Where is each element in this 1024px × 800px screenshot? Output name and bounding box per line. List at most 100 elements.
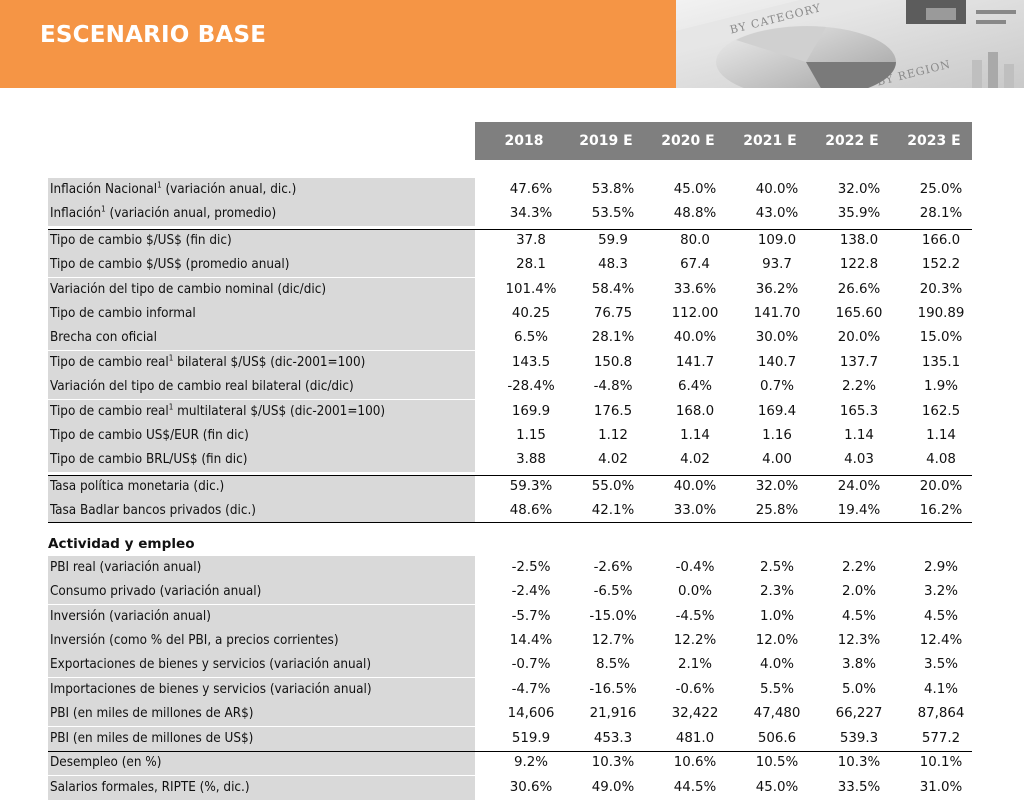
table-cell: 67.4 <box>680 257 710 272</box>
table-cell: 8.5% <box>595 657 631 672</box>
table-cell: 0.0% <box>677 584 713 599</box>
table-cell: 28.1% <box>591 330 635 345</box>
table-cell: 45.0% <box>673 182 717 197</box>
row-label: Salarios formales, RIPTE (%, dic.) <box>48 776 475 800</box>
table-cell: 45.0% <box>755 780 799 795</box>
table-cell: 55.0% <box>591 479 635 494</box>
table-cell: 24.0% <box>837 479 881 494</box>
table-row: Importaciones de bienes y servicios (var… <box>48 678 972 702</box>
table-cell: -6.5% <box>593 584 633 599</box>
table-cell: -28.4% <box>507 379 555 394</box>
table-cell: 14,606 <box>507 706 555 721</box>
row-label: Inversión (variación anual) <box>48 605 475 629</box>
table-cell: 1.0% <box>759 609 795 624</box>
table-cell: 40.25 <box>511 306 551 321</box>
row-label-text: Inversión (variación anual) <box>50 609 211 624</box>
table-cell: 122.8 <box>839 257 879 272</box>
table-cell: 162.5 <box>921 404 961 419</box>
table-row: Tipo de cambio $/US$ (fin dic) 37.8 59.9 80… <box>48 229 972 253</box>
table-cell: 40.0% <box>673 330 717 345</box>
row-label-text: Variación del tipo de cambio real bilate… <box>50 379 354 394</box>
table-cell: 20.3% <box>919 282 963 297</box>
row-label: Importaciones de bienes y servicios (var… <box>48 678 475 702</box>
row-label: Tipo de cambio real1 bilateral $/US$ (di… <box>48 351 475 375</box>
row-label: Brecha con oficial <box>48 326 475 350</box>
table-cell: 135.1 <box>921 355 961 370</box>
table-cell: 190.89 <box>917 306 965 321</box>
table-cell: 35.9% <box>837 206 881 221</box>
table-cell: 1.9% <box>923 379 959 394</box>
table-cell: 577.2 <box>921 731 961 746</box>
table-cell: 10.5% <box>755 755 799 770</box>
row-label-text: Tipo de cambio US$/EUR (fin dic) <box>50 428 249 443</box>
row-divider <box>48 229 972 230</box>
table-row: PBI (en miles de millones de US$) 519.9 45… <box>48 727 972 751</box>
table-cell: 4.00 <box>762 452 792 467</box>
row-label-text: Desempleo (en %) <box>50 755 162 770</box>
table-cell: 20.0% <box>919 479 963 494</box>
table-cell: 33.5% <box>837 780 881 795</box>
table-cell: 20.0% <box>837 330 881 345</box>
table-row: Inflación1 (variación anual, promedio) 34… <box>48 202 972 226</box>
row-label: Consumo privado (variación anual) <box>48 580 475 604</box>
table-cell: 112.00 <box>671 306 719 321</box>
row-divider <box>48 522 972 523</box>
table-cell: 453.3 <box>593 731 633 746</box>
table-cell: 59.9 <box>598 233 628 248</box>
table-cell: 87,864 <box>917 706 965 721</box>
row-label: PBI (en miles de millones de AR$) <box>48 702 475 726</box>
table-cell: 2.1% <box>677 657 713 672</box>
table-header: 2018 2019 E 2020 E 2021 E 2022 E 2023 E <box>475 122 972 160</box>
row-label: Inversión (como % del PBI, a precios cor… <box>48 629 475 653</box>
table-cell: 4.5% <box>841 609 877 624</box>
table-cell: 3.8% <box>841 657 877 672</box>
table-cell: 141.7 <box>675 355 715 370</box>
table-cell: 43.0% <box>755 206 799 221</box>
table-cell: 2.9% <box>923 560 959 575</box>
table-cell: 26.6% <box>837 282 881 297</box>
table-cell: 12.0% <box>755 633 799 648</box>
table-cell: 10.3% <box>591 755 635 770</box>
header-year: 2018 <box>504 133 544 149</box>
table-cell: 93.7 <box>762 257 792 272</box>
table-cell: 19.4% <box>837 503 881 518</box>
table-cell: 169.4 <box>757 404 797 419</box>
table-cell: 2.3% <box>759 584 795 599</box>
table-cell: 76.75 <box>593 306 633 321</box>
row-label-text: Tasa política monetaria (dic.) <box>50 479 225 494</box>
row-label-suffix: bilateral $/US$ (dic-2001=100) <box>173 355 366 370</box>
row-label-text: PBI (en miles de millones de US$) <box>50 731 254 746</box>
table-cell: 48.8% <box>673 206 717 221</box>
table-cell: 4.02 <box>680 452 710 467</box>
table-cell: 34.3% <box>509 206 553 221</box>
row-label: Tasa Badlar bancos privados (dic.) <box>48 499 475 523</box>
table-row: Tipo de cambio real1 bilateral $/US$ (di… <box>48 351 972 375</box>
table-cell: 25.0% <box>919 182 963 197</box>
decorative-chart-graphic: BY CATEGORY BY REGION <box>676 0 1024 88</box>
table-cell: 5.5% <box>759 682 795 697</box>
table-cell: -0.7% <box>511 657 551 672</box>
table-cell: 1.14 <box>926 428 956 443</box>
table-cell: 10.6% <box>673 755 717 770</box>
table-cell: 4.03 <box>844 452 874 467</box>
table-cell: -4.5% <box>675 609 715 624</box>
table-cell: 109.0 <box>757 233 797 248</box>
table-cell: 5.0% <box>841 682 877 697</box>
table-cell: 32.0% <box>755 479 799 494</box>
table-cell: 32.0% <box>837 182 881 197</box>
table-cell: 33.6% <box>673 282 717 297</box>
table-cell: -5.7% <box>511 609 551 624</box>
table-cell: 12.2% <box>673 633 717 648</box>
row-label: Tasa política monetaria (dic.) <box>48 475 475 499</box>
header-year: 2022 E <box>825 133 879 149</box>
table-cell: 4.02 <box>598 452 628 467</box>
table-cell: 42.1% <box>591 503 635 518</box>
table-cell: 12.3% <box>837 633 881 648</box>
table-cell: 47.6% <box>509 182 553 197</box>
table-cell: 80.0 <box>680 233 710 248</box>
table-row: PBI real (variación anual) -2.5% -2.6% -0.4… <box>48 556 972 580</box>
row-label: Variación del tipo de cambio nominal (di… <box>48 278 475 302</box>
row-label-text: Exportaciones de bienes y servicios (var… <box>50 657 372 672</box>
row-label-text: Tipo de cambio real <box>50 404 169 419</box>
table-row: Variación del tipo de cambio real bilate… <box>48 375 972 399</box>
